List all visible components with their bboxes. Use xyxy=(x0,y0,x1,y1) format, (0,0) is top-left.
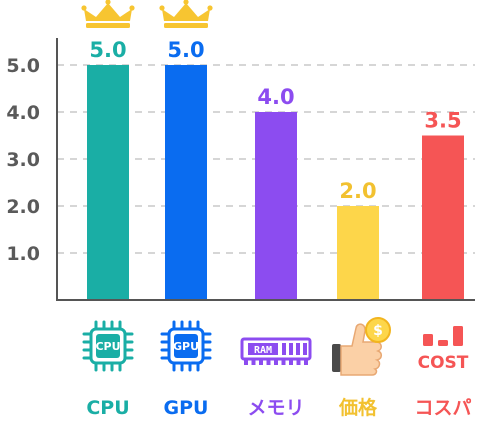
value-label: 5.0 xyxy=(167,38,204,62)
bar-CPU xyxy=(87,65,129,300)
chip-text: GPU xyxy=(173,340,199,353)
value-label: 3.5 xyxy=(424,109,461,133)
bar-GPU xyxy=(165,65,207,300)
gpu-chip-icon: GPU xyxy=(160,320,212,372)
y-axis-ticks: 1.0 2.0 3.0 4.0 5.0 xyxy=(6,55,40,265)
bar-コスパ xyxy=(422,135,464,300)
ram-module-icon: RAM xyxy=(240,337,312,365)
cost-bars-icon: COST xyxy=(418,326,469,373)
category-label: CPU xyxy=(86,397,129,419)
value-label: 2.0 xyxy=(339,179,376,203)
cost-text: COST xyxy=(418,353,469,373)
bar-価格 xyxy=(337,206,379,300)
value-label: 5.0 xyxy=(89,38,126,62)
y-tick-label: 3.0 xyxy=(6,149,40,171)
category-labels: CPU GPU メモリ 価格 コスパ xyxy=(86,396,471,419)
axes xyxy=(56,38,475,301)
bar-メモリ xyxy=(255,112,297,300)
category-icons: CPU GPU RAM $ COST xyxy=(82,317,469,376)
crowns xyxy=(81,0,213,28)
chip-text: CPU xyxy=(95,340,120,353)
coin-text: $ xyxy=(373,323,383,339)
crown-icon xyxy=(81,0,135,28)
y-tick-label: 5.0 xyxy=(6,55,40,77)
y-tick-label: 1.0 xyxy=(6,243,40,265)
crown-icon xyxy=(159,0,213,28)
category-label: コスパ xyxy=(414,397,471,419)
y-tick-label: 4.0 xyxy=(6,102,40,124)
category-label: メモリ xyxy=(247,397,304,419)
category-label: 価格 xyxy=(338,396,378,419)
bars xyxy=(87,65,464,300)
ram-text: RAM xyxy=(254,345,272,356)
y-tick-label: 2.0 xyxy=(6,196,40,218)
value-labels: 5.0 5.0 4.0 2.0 3.5 xyxy=(89,38,461,203)
thumbs-up-coin-icon: $ xyxy=(332,317,391,376)
cpu-chip-icon: CPU xyxy=(82,320,134,372)
value-label: 4.0 xyxy=(257,85,294,109)
category-label: GPU xyxy=(164,397,209,419)
